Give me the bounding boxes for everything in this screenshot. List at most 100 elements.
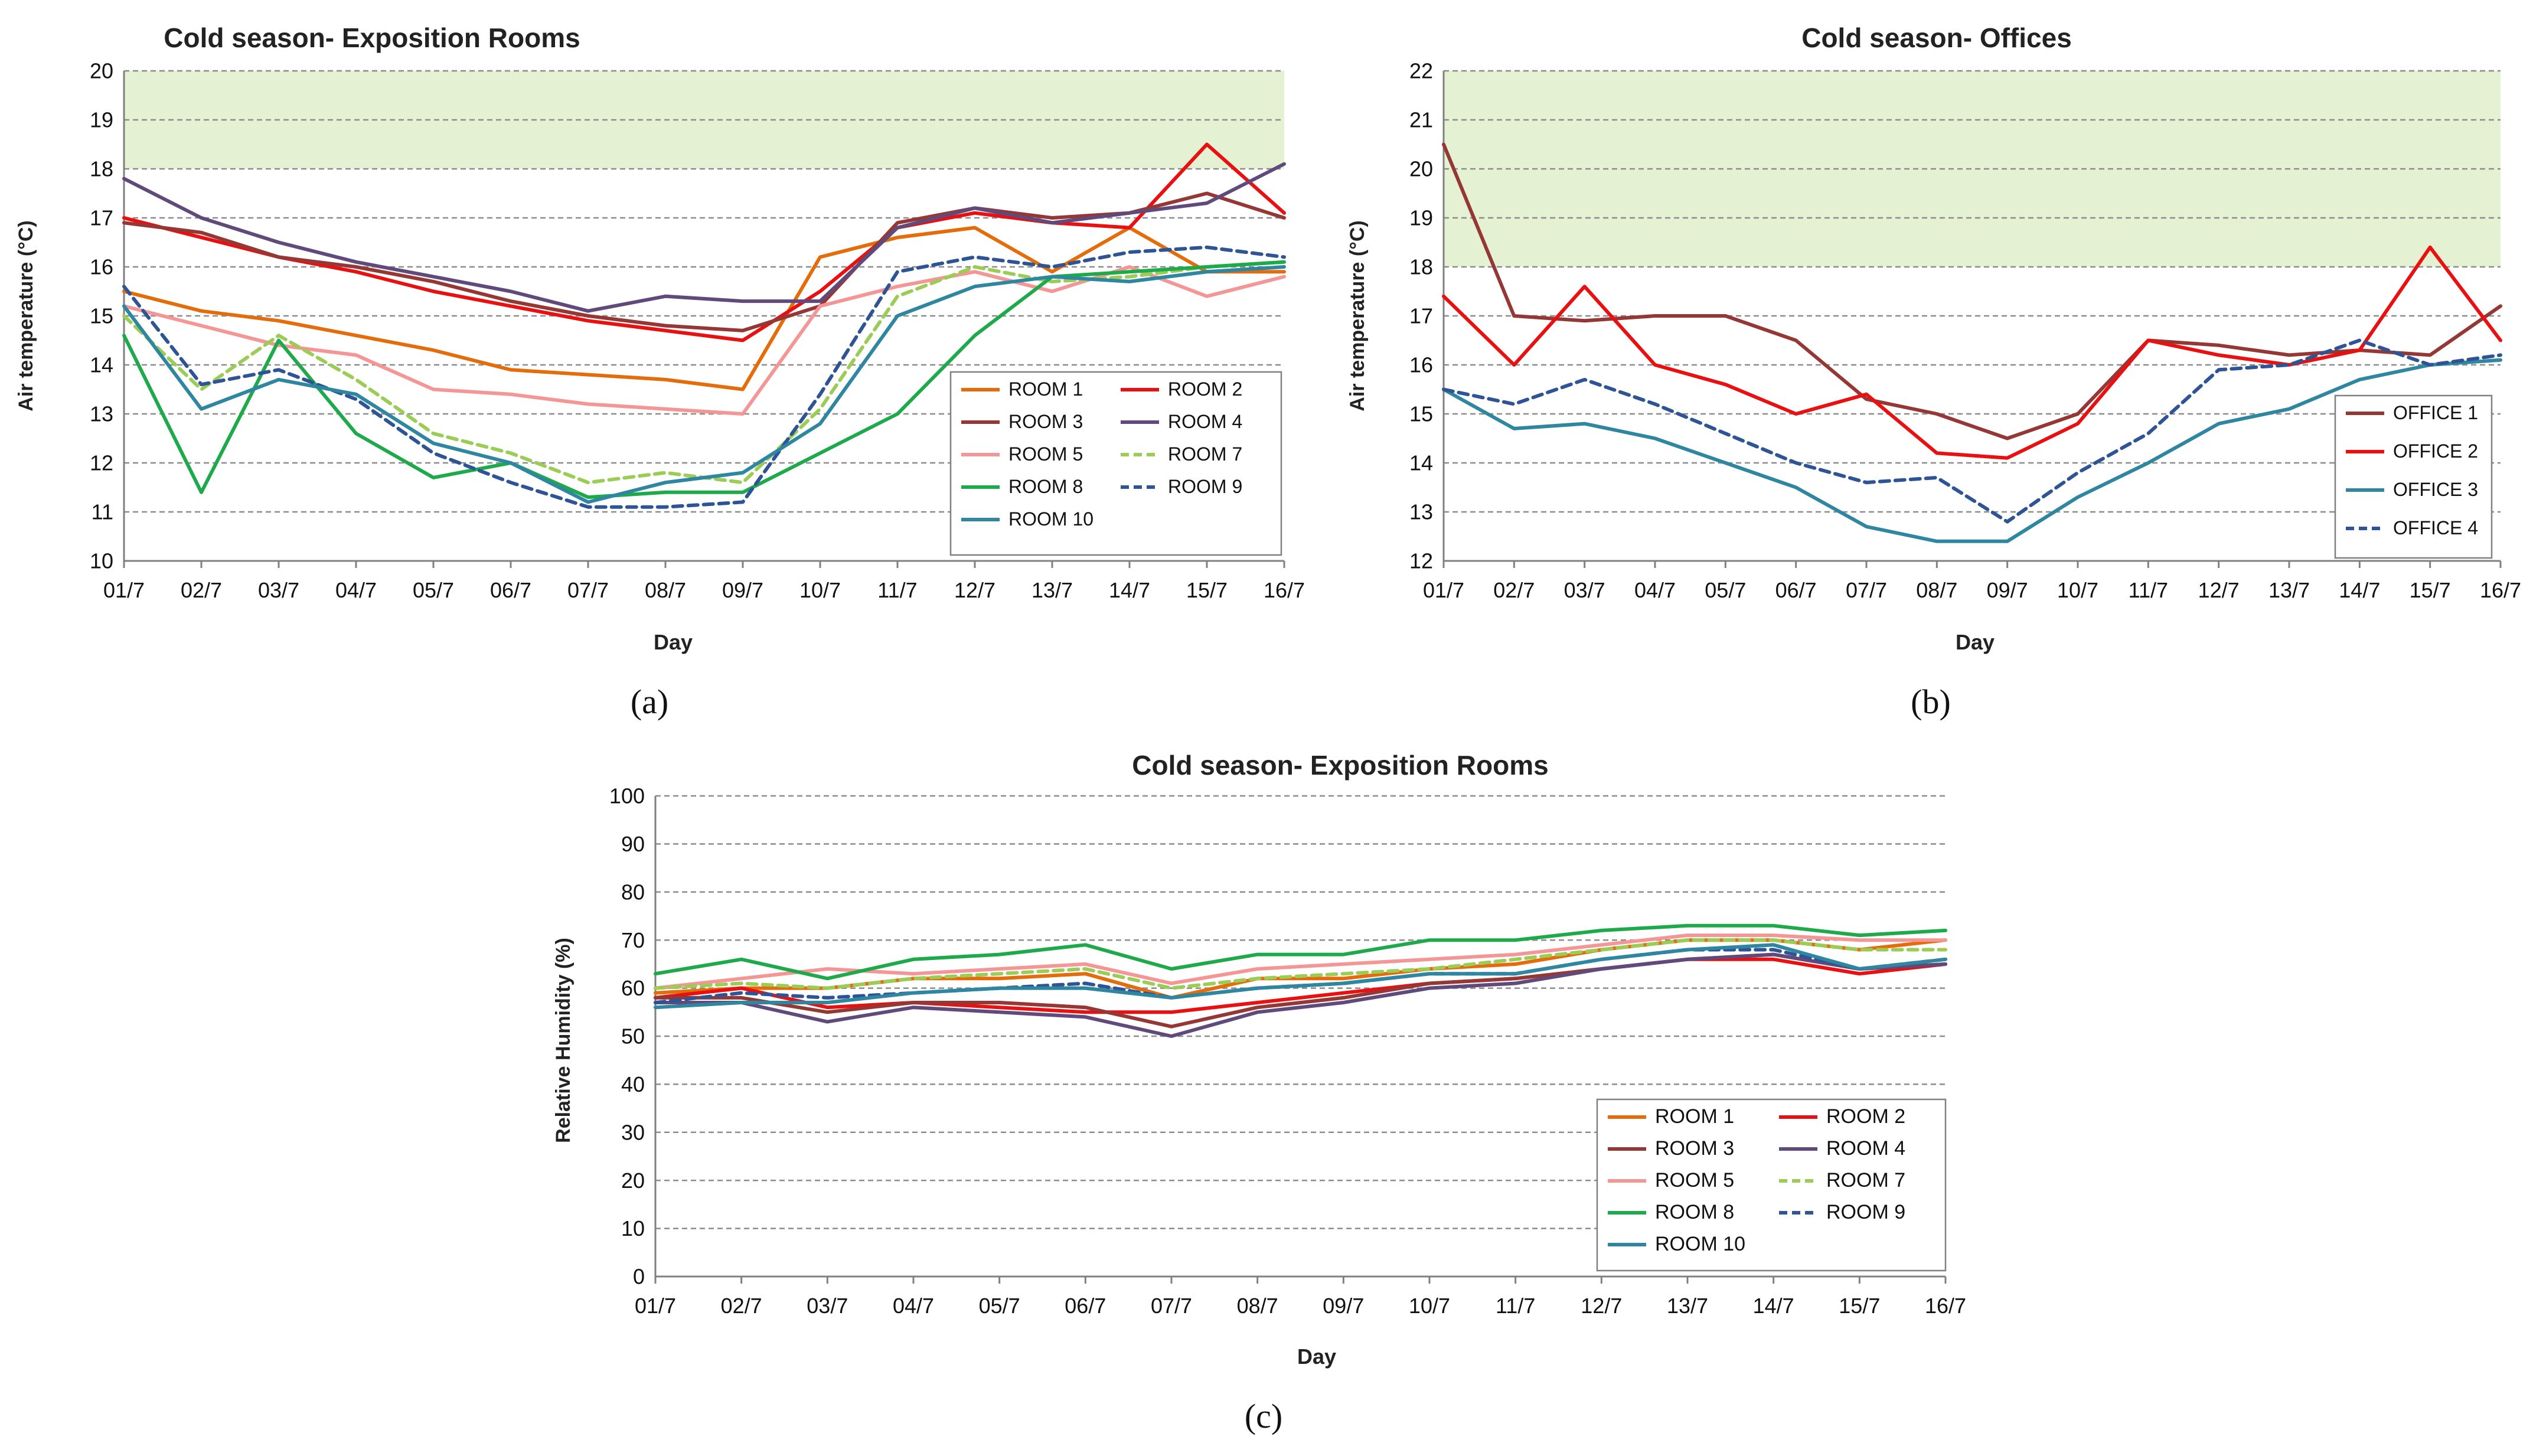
chart-a-legend-label: ROOM 1 — [1008, 378, 1083, 400]
chart-b-xlabel: Day — [1956, 630, 1995, 654]
chart-c-legend-label: ROOM 3 — [1655, 1137, 1734, 1160]
chart-c-ytick-label: 10 — [621, 1216, 645, 1240]
chart-a-ytick-label: 19 — [90, 108, 113, 132]
chart-c: Cold season- Exposition Rooms Relative H… — [552, 750, 1966, 1435]
chart-c-legend-label: ROOM 10 — [1655, 1233, 1745, 1255]
chart-a-series-line — [122, 245, 1286, 509]
chart-c-legend-label: ROOM 1 — [1655, 1105, 1734, 1128]
chart-a-xtick-label: 16/7 — [1264, 578, 1305, 602]
chart-b-xtick-label: 08/7 — [1916, 578, 1957, 602]
chart-a-xtick-label: 07/7 — [567, 578, 609, 602]
chart-c-legend-label: ROOM 4 — [1826, 1137, 1905, 1160]
chart-a-legend-label: ROOM 8 — [1008, 476, 1083, 497]
chart-c-series-line — [654, 938, 1947, 990]
chart-b-xtick-label: 14/7 — [2339, 578, 2380, 602]
chart-c-ylabel: Relative Humidity (%) — [552, 938, 575, 1143]
chart-b-ytick-label: 21 — [1409, 108, 1433, 132]
chart-b-series-line — [1442, 245, 2502, 460]
chart-c-xtick-label: 13/7 — [1667, 1294, 1708, 1318]
chart-a-xtick-label: 03/7 — [258, 578, 299, 602]
chart-c-xtick-label: 14/7 — [1753, 1294, 1794, 1318]
chart-c-ytick-label: 50 — [621, 1024, 645, 1049]
chart-a-legend-label: ROOM 4 — [1168, 411, 1242, 432]
chart-a-xtick-label: 01/7 — [103, 578, 145, 602]
chart-a-xtick-label: 09/7 — [722, 578, 763, 602]
chart-b-ylabel: Air temperature (°C) — [1346, 220, 1369, 411]
chart-a-ylabel: Air temperature (°C) — [15, 220, 37, 411]
chart-a-xtick-label: 08/7 — [645, 578, 686, 602]
chart-a-legend-label: ROOM 5 — [1008, 443, 1083, 465]
chart-c-series-line — [654, 957, 1947, 1014]
chart-c-xtick-label: 15/7 — [1839, 1294, 1880, 1318]
chart-b-ytick-label: 19 — [1409, 206, 1433, 230]
panel-label-b: (b) — [1911, 683, 1951, 721]
chart-a-legend-label: ROOM 10 — [1008, 508, 1094, 530]
chart-a-xtick-label: 14/7 — [1109, 578, 1150, 602]
chart-a-xtick-label: 15/7 — [1186, 578, 1228, 602]
chart-a: Cold season- Exposition Rooms Air temper… — [15, 22, 1305, 721]
chart-a-series-line — [122, 191, 1286, 332]
chart-a-legend-box — [949, 371, 1282, 556]
chart-b-xtick-label: 13/7 — [2268, 578, 2310, 602]
chart-c-legend-label: ROOM 5 — [1655, 1169, 1734, 1191]
chart-c-xtick-label: 09/7 — [1323, 1294, 1364, 1318]
chart-b-ytick-label: 12 — [1409, 549, 1433, 573]
chart-b-series-line — [1442, 338, 2502, 524]
chart-c-xtick-label: 07/7 — [1151, 1294, 1192, 1318]
chart-a-ytick-label: 16 — [90, 255, 113, 279]
chart-a-xtick-label: 12/7 — [954, 578, 995, 602]
chart-b-series-line — [1442, 358, 2502, 543]
chart-a-ytick-label: 11 — [92, 500, 113, 524]
chart-c-xtick-label: 04/7 — [893, 1294, 934, 1318]
chart-c-xtick-label: 06/7 — [1065, 1294, 1106, 1318]
chart-b-xtick-label: 11/7 — [2129, 578, 2168, 602]
chart-c-ytick-label: 30 — [621, 1120, 645, 1144]
chart-c-ytick-label: 40 — [621, 1072, 645, 1096]
chart-a-series-line — [122, 162, 1286, 313]
panel-label-a: (a) — [631, 683, 668, 721]
chart-b-xtick-label: 09/7 — [1987, 578, 2028, 602]
chart-b-xtick-label: 06/7 — [1775, 578, 1817, 602]
chart-b-legend-label: OFFICE 3 — [2393, 479, 2478, 500]
chart-a-ytick-label: 12 — [90, 451, 113, 475]
chart-c-xtick-label: 02/7 — [721, 1294, 762, 1318]
chart-b-xtick-label: 01/7 — [1423, 578, 1464, 602]
chart-a-xtick-label: 05/7 — [413, 578, 454, 602]
chart-c-series-line — [654, 923, 1947, 981]
chart-a-xtick-label: 06/7 — [490, 578, 531, 602]
chart-a-xtick-label: 11/7 — [877, 578, 917, 602]
chart-b-xtick-label: 03/7 — [1564, 578, 1605, 602]
chart-a-legend-label: ROOM 9 — [1168, 476, 1242, 497]
chart-b-xtick-label: 10/7 — [2057, 578, 2098, 602]
chart-c-xtick-label: 10/7 — [1409, 1294, 1450, 1318]
chart-b-ytick-label: 22 — [1409, 59, 1433, 83]
chart-c-xtick-label: 12/7 — [1581, 1294, 1622, 1318]
chart-a-ytick-label: 15 — [90, 304, 113, 328]
chart-a-xtick-label: 10/7 — [799, 578, 841, 602]
chart-a-ytick-label: 20 — [90, 59, 113, 83]
chart-b-xtick-label: 15/7 — [2410, 578, 2451, 602]
chart-b-title: Cold season- Offices — [1801, 22, 2072, 53]
chart-a-xlabel: Day — [654, 630, 693, 654]
chart-c-ytick-label: 0 — [633, 1265, 645, 1289]
chart-b-xtick-label: 05/7 — [1705, 578, 1746, 602]
chart-a-ytick-label: 14 — [90, 353, 113, 377]
chart-c-ytick-label: 60 — [621, 976, 645, 1000]
chart-c-series-line — [654, 952, 1947, 1038]
chart-a-ytick-label: 18 — [90, 157, 113, 181]
chart-c-xtick-label: 16/7 — [1925, 1294, 1966, 1318]
chart-c-legend-label: ROOM 8 — [1655, 1201, 1734, 1223]
chart-a-legend-label: ROOM 2 — [1168, 378, 1242, 400]
chart-c-legend-box — [1596, 1098, 1947, 1272]
chart-b-ytick-label: 15 — [1409, 402, 1433, 426]
chart-c-xtick-label: 03/7 — [807, 1294, 848, 1318]
chart-b-ytick-label: 17 — [1409, 304, 1433, 328]
chart-c-xtick-label: 05/7 — [979, 1294, 1020, 1318]
chart-b-ytick-label: 18 — [1409, 255, 1433, 279]
chart-a-xtick-label: 13/7 — [1032, 578, 1073, 602]
chart-b-ytick-label: 13 — [1409, 500, 1433, 524]
chart-b-xtick-label: 16/7 — [2480, 578, 2521, 602]
chart-a-legend-label: ROOM 3 — [1008, 411, 1083, 432]
chart-c-series-line — [654, 943, 1947, 1010]
